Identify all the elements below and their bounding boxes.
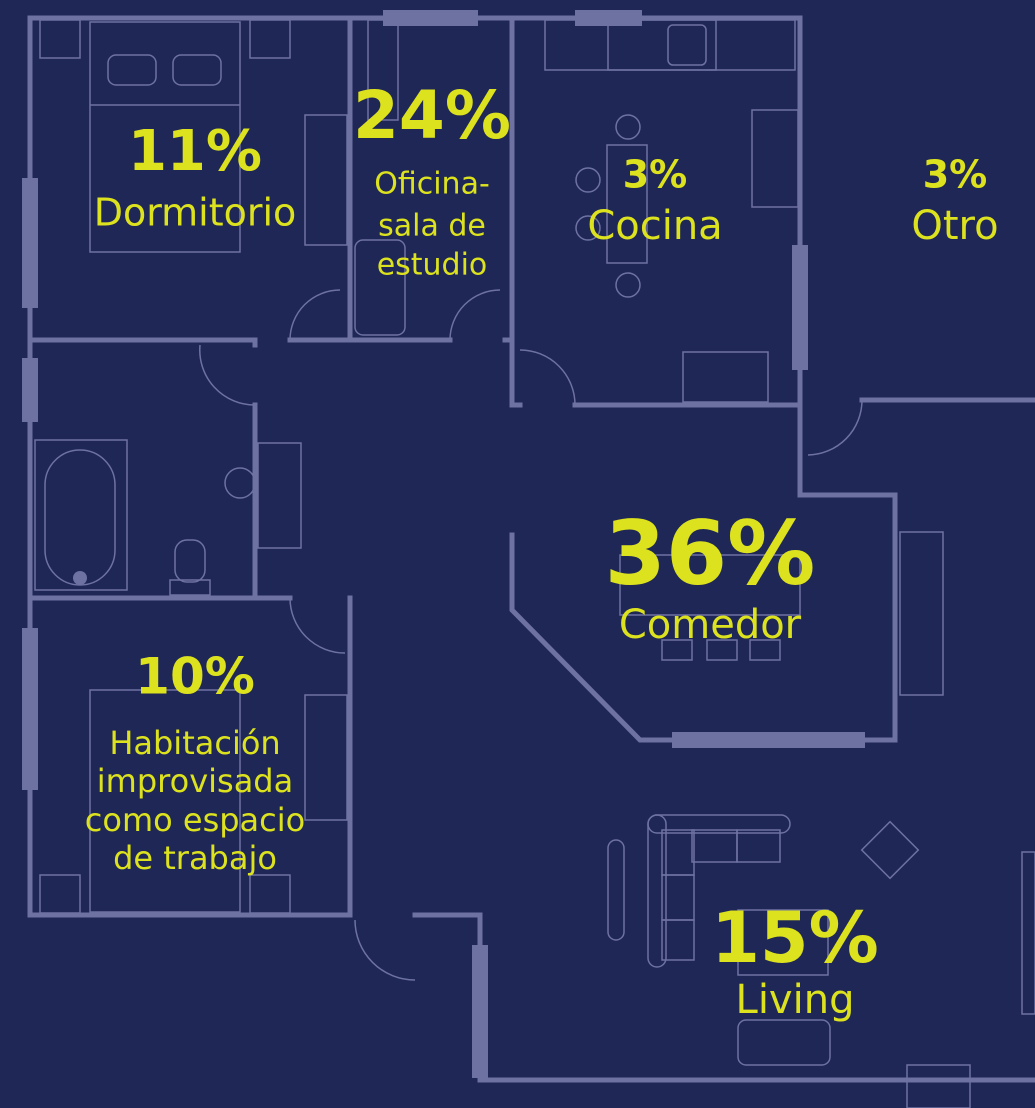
room-percent: 24% — [353, 77, 511, 154]
room-name: como espacio — [85, 801, 305, 839]
room-percent: 3% — [623, 153, 688, 197]
room-name: Comedor — [619, 602, 802, 648]
windows — [22, 10, 865, 1078]
furniture — [34, 19, 1035, 1108]
room-name: Oficina- — [374, 167, 490, 202]
room-labels: 11% Dormitorio 24% Oficina-sala de estudio 3%… — [85, 77, 999, 1023]
room-percent: 15% — [711, 897, 879, 979]
room-name: sala de — [378, 209, 486, 244]
room-name: estudio — [377, 248, 488, 283]
room-percent: 3% — [923, 153, 988, 197]
room-name: Habitación — [109, 724, 280, 762]
room-name: Dormitorio — [94, 191, 297, 235]
room-name: Otro — [911, 203, 998, 249]
room-name: Living — [736, 977, 855, 1023]
room-percent: 10% — [135, 648, 255, 706]
room-name: Cocina — [587, 203, 722, 249]
room-percent: 36% — [605, 502, 816, 605]
room-name: de trabajo — [113, 839, 277, 877]
room-percent: 11% — [128, 119, 262, 184]
room-name: improvisada — [97, 762, 293, 800]
